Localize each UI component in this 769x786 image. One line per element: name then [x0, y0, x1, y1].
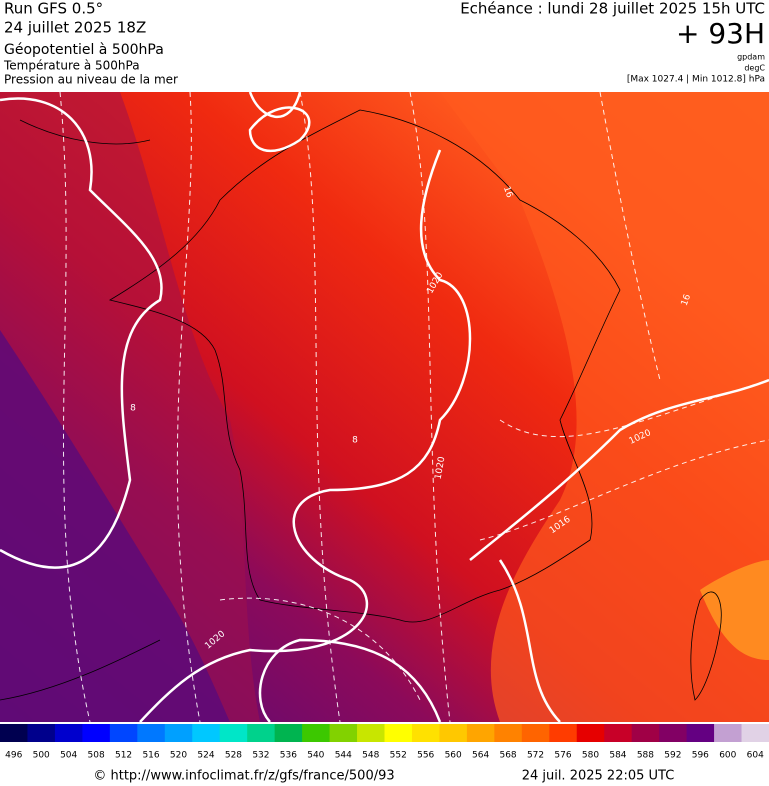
isobars — [0, 92, 769, 722]
colorbar-swatch — [109, 724, 138, 742]
map-zone — [700, 560, 769, 660]
colorbar-swatch — [357, 724, 385, 742]
colorbar-label: 572 — [527, 751, 544, 761]
valid-time: Echéance : lundi 28 juillet 2025 15h UTC — [460, 0, 765, 18]
colorbar-swatch — [604, 724, 633, 742]
colorbar-label: 576 — [554, 751, 571, 761]
footer-source: © http://www.infoclimat.fr/z/gfs/france/… — [93, 769, 394, 784]
colorbar-label: 584 — [609, 751, 626, 761]
colorbar-swatch — [576, 724, 605, 742]
colorbar-swatch — [466, 724, 495, 742]
colorbar-label: 524 — [197, 751, 214, 761]
unit-gpdam: gpdam — [737, 53, 765, 62]
run-date: 24 juillet 2025 18Z — [4, 19, 146, 37]
colorbar-swatch — [54, 724, 83, 742]
colorbar-swatch — [27, 724, 56, 742]
borders — [0, 109, 722, 701]
colorbar-label: 592 — [664, 751, 681, 761]
colorbar-swatch — [219, 724, 248, 742]
colorbar-label: 580 — [582, 751, 599, 761]
colorbar-swatch — [329, 724, 358, 742]
colorbar-swatch — [411, 724, 440, 742]
colorbar-swatch — [631, 724, 660, 742]
isotherms — [59, 92, 769, 722]
colorbar-swatch — [192, 724, 221, 742]
colorbar-swatch — [82, 724, 111, 742]
contour-label: 8 — [130, 404, 136, 414]
colorbar-label: 496 — [5, 751, 22, 761]
colorbar-swatch — [741, 724, 769, 742]
colorbar-swatch — [659, 724, 688, 742]
run-title: Run GFS 0.5° — [4, 0, 103, 18]
colorbar-label: 560 — [445, 751, 462, 761]
colorbar-label: 564 — [472, 751, 489, 761]
unit-pressure: [Max 1027.4 | Min 1012.8] hPa — [627, 75, 765, 85]
contour-label: 8 — [352, 436, 358, 446]
map-zone — [440, 92, 769, 722]
colorbar-label: 516 — [142, 751, 159, 761]
param-temperature: Température à 500hPa — [3, 59, 140, 73]
contour-label: 1020 — [434, 456, 448, 481]
colorbar-label: 520 — [170, 751, 187, 761]
colorbar-label: 588 — [637, 751, 654, 761]
colorbar-swatch — [0, 724, 28, 742]
colorbar-label: 536 — [280, 751, 297, 761]
colorbar-label: 540 — [307, 751, 324, 761]
colorbar-label: 532 — [252, 751, 269, 761]
colorbar-label: 600 — [719, 751, 736, 761]
contour-label: 16 — [680, 293, 693, 307]
colorbar-swatch — [494, 724, 523, 742]
colorbar-label: 552 — [390, 751, 407, 761]
colorbar-swatch — [137, 724, 166, 742]
colorbar-swatch — [164, 724, 193, 742]
colorbar-label: 568 — [499, 751, 516, 761]
colorbar-label: 544 — [335, 751, 352, 761]
colorbar-swatch — [384, 724, 413, 742]
param-pressure: Pression au niveau de la mer — [4, 73, 178, 87]
contour-label: 16 — [501, 185, 514, 199]
colorbar-swatch — [714, 724, 743, 742]
colorbar-label: 504 — [60, 751, 77, 761]
colorbar-swatch — [439, 724, 468, 742]
colorbar-swatch — [686, 724, 715, 742]
colorbar-label: 508 — [88, 751, 105, 761]
colorbar-label: 500 — [33, 751, 50, 761]
colorbar-swatch — [274, 724, 303, 742]
colorbar-swatch — [247, 724, 276, 742]
footer-date: 24 juil. 2025 22:05 UTC — [522, 769, 675, 784]
map-zone — [0, 330, 230, 722]
param-geopotential: Géopotentiel à 500hPa — [4, 42, 164, 58]
colorbar-label: 596 — [692, 751, 709, 761]
lead-time: + 93H — [676, 17, 765, 50]
colorbar-swatch — [302, 724, 331, 742]
colorbar-swatch — [549, 724, 578, 742]
colorbar-label: 528 — [225, 751, 242, 761]
unit-degc: degC — [744, 64, 765, 73]
colorbar-label: 604 — [747, 751, 764, 761]
colorbar-label: 556 — [417, 751, 434, 761]
colorbar-label: 548 — [362, 751, 379, 761]
colorbar-label: 512 — [115, 751, 132, 761]
colorbar-swatch — [521, 724, 550, 742]
